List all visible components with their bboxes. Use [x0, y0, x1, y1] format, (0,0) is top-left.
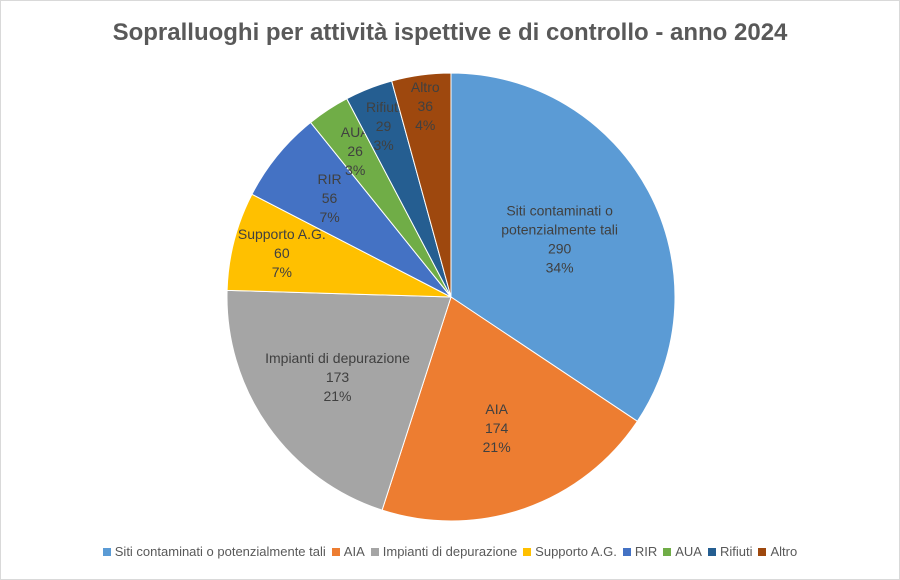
legend-item-5: AUA	[663, 544, 702, 559]
pie-slice-7	[391, 72, 452, 298]
legend-item-0: Siti contaminati o potenzialmente tali	[102, 544, 326, 559]
pie-slice-1	[381, 296, 639, 522]
data-label-1: AIA 174 21%	[483, 401, 511, 455]
legend-swatch	[523, 548, 532, 556]
data-label-7: Altro 36 4%	[411, 79, 440, 133]
data-label-4: RIR 56 7%	[317, 171, 341, 225]
data-label-2: Impianti di depurazione 173 21%	[265, 350, 410, 404]
data-label-0: Siti contaminati o potenzialmente tali 290…	[501, 202, 618, 275]
data-label-3: Supporto A.G. 60 7%	[238, 226, 326, 280]
legend-swatch	[758, 548, 767, 556]
legend-item-2: Impianti di depurazione	[370, 544, 518, 559]
legend: Siti contaminati o potenzialmente tali AI…	[1, 544, 899, 559]
chart-title: Sopralluoghi per attività ispettive e di…	[112, 19, 788, 46]
legend-item-7: Altro	[758, 544, 797, 559]
legend-item-6: Rifiuti	[707, 544, 753, 559]
legend-swatch	[663, 548, 672, 556]
legend-swatch	[370, 548, 379, 556]
legend-item-3: Supporto A.G.	[523, 544, 617, 559]
legend-swatch	[707, 548, 716, 556]
legend-label: AIA	[343, 544, 365, 559]
legend-label: Impianti di depurazione	[382, 544, 518, 559]
legend-swatch	[331, 548, 340, 556]
legend-label: RIR	[634, 544, 658, 559]
legend-label: AUA	[675, 544, 702, 559]
legend-label: Siti contaminati o potenzialmente tali	[114, 544, 326, 559]
legend-label: Supporto A.G.	[535, 544, 617, 559]
legend-item-1: AIA	[331, 544, 365, 559]
legend-label: Altro	[770, 544, 798, 559]
legend-label: Rifiuti	[719, 544, 753, 559]
pie-slice-2	[226, 289, 452, 511]
pie-slice-3	[226, 193, 452, 298]
legend-item-4: RIR	[622, 544, 658, 559]
legend-swatch	[622, 548, 631, 556]
data-label-6: Rifiuti 29 3%	[366, 99, 401, 153]
legend-swatch	[102, 548, 111, 556]
